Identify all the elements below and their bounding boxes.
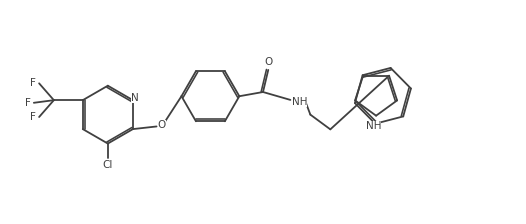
Text: NH: NH xyxy=(291,97,307,107)
Text: F: F xyxy=(25,98,31,108)
Text: O: O xyxy=(158,120,166,130)
Text: O: O xyxy=(264,57,272,67)
Text: F: F xyxy=(30,112,36,122)
Text: F: F xyxy=(30,78,36,88)
Text: N: N xyxy=(131,93,139,103)
Text: Cl: Cl xyxy=(103,160,113,170)
Text: NH: NH xyxy=(366,121,381,131)
